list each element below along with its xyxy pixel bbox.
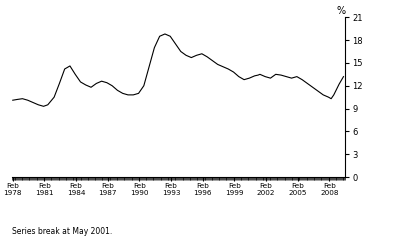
Text: Series break at May 2001.: Series break at May 2001. [12, 227, 112, 236]
Text: %: % [336, 6, 345, 16]
